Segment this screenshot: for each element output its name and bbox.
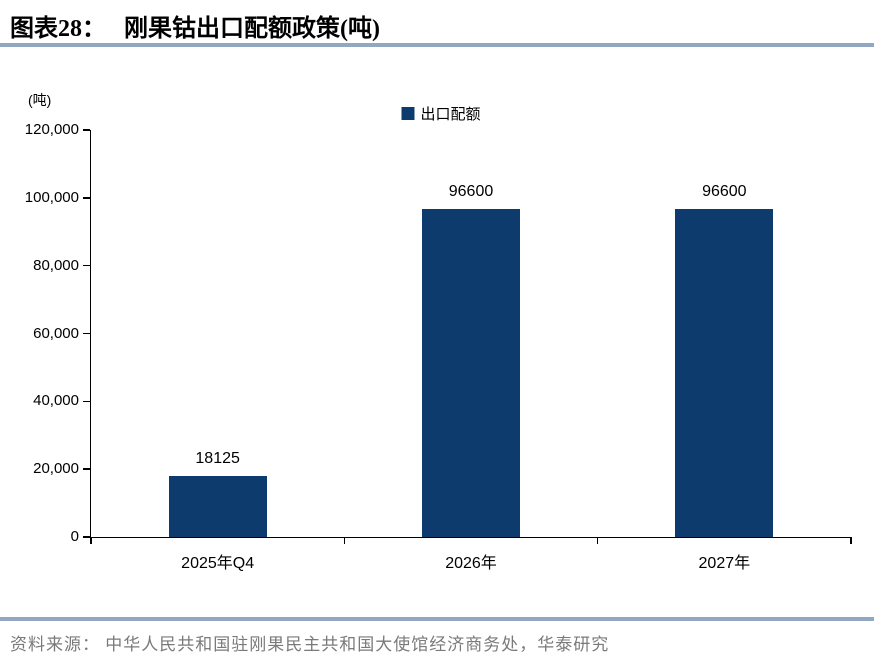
y-tick-mark: [83, 129, 90, 131]
bar: [675, 209, 774, 537]
bar-value-label: 18125: [195, 449, 240, 467]
y-tick-mark: [83, 332, 90, 335]
y-tick-mark: [83, 400, 90, 403]
x-tick-mark: [596, 537, 599, 544]
bar: [168, 475, 267, 537]
x-category-label: 2025年Q4: [181, 555, 255, 572]
y-axis-unit-label: (吨): [28, 92, 52, 108]
legend: 出口配额: [401, 103, 481, 124]
figure-title-text: 刚果钴出口配额政策(吨): [124, 16, 380, 42]
plot-area: 0 20,000 40,000 60,000 80,000 100,000 120,000 1…: [25, 121, 852, 572]
bar-value-label: 96600: [702, 183, 747, 201]
y-tick-label: 0: [70, 528, 79, 545]
bar: [422, 209, 520, 537]
title-underline: [0, 43, 874, 47]
x-tick-mark: [343, 537, 346, 544]
y-tick-label: 60,000: [33, 324, 79, 342]
y-tick-mark: [83, 536, 90, 538]
legend-swatch-export-quota: [401, 107, 415, 120]
y-tick-label: 80,000: [33, 256, 79, 274]
y-tick-label: 100,000: [24, 188, 79, 206]
y-tick-mark: [83, 468, 90, 470]
y-tick-label: 20,000: [33, 460, 79, 478]
x-tick-mark: [850, 537, 852, 544]
x-category-label: 2026年: [445, 555, 497, 572]
y-tick-label: 120,000: [24, 121, 79, 138]
legend-label-export-quota: 出口配额: [420, 106, 481, 123]
y-tick-mark: [83, 197, 90, 199]
figure-number-label: 图表28：: [10, 16, 106, 42]
source-note: 资料来源： 中华人民共和国驻刚果民主共和国大使馆经济商务处，华泰研究: [10, 635, 610, 654]
x-tick-mark: [90, 537, 92, 544]
footer-divider: [0, 617, 874, 621]
y-tick-label: 40,000: [33, 392, 79, 410]
bar-value-label: 96600: [448, 183, 494, 201]
x-category-label: 2027年: [698, 555, 751, 572]
page-title: 图表28： 刚果钴出口配额政策(吨): [10, 8, 380, 43]
y-tick-mark: [83, 264, 90, 267]
